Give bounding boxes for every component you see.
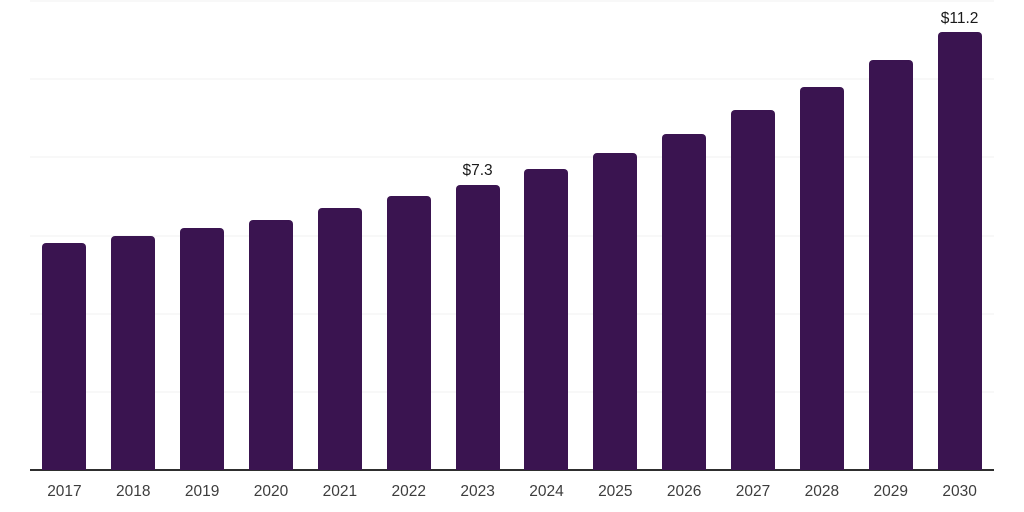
bar-slot-2030: $11.2 [925,1,994,470]
bar-slot-2017 [30,1,99,470]
bar-slot-2020 [237,1,306,470]
bar-2023[interactable] [455,184,500,470]
gridline-10 [30,78,994,80]
bar-2025[interactable] [593,153,638,470]
bar-2030[interactable] [937,32,982,470]
bar-slot-2019 [168,1,237,470]
bar-value-label-2023: $7.3 [462,162,493,180]
gridline-6 [30,235,994,236]
x-tick-label-2022: 2022 [391,483,426,500]
x-tick-label-2025: 2025 [598,483,633,500]
x-tick-label-2028: 2028 [804,483,840,500]
x-tick-label-2020: 2020 [253,483,289,500]
bars-row: $7.3 $11.2 [30,1,994,470]
bar-2017[interactable] [42,243,87,470]
x-tick-label-2023: 2023 [460,483,495,500]
x-tick-label-2021: 2021 [322,483,358,500]
bar-2021[interactable] [317,208,362,470]
x-tick-label-2029: 2029 [873,483,908,500]
bar-slot-2023: $7.3 [443,1,512,470]
x-axis-line [30,469,994,471]
bar-2026[interactable] [662,133,707,470]
bar-value-label-2030: $11.2 [940,9,979,27]
bar-slot-2021 [305,1,374,470]
bar-2024[interactable] [524,169,569,470]
x-axis-labels: 2017 2018 2019 2020 2021 2022 2023 2024 2025 2026… [30,483,994,501]
x-tick-label-2030: 2030 [942,483,977,500]
x-tick-label-2024: 2024 [529,483,564,500]
gridline-2 [30,391,994,393]
bar-slot-2024 [512,1,581,470]
x-tick-label-2019: 2019 [184,483,220,500]
bar-2019[interactable] [180,227,225,470]
bar-slot-2025 [581,1,650,470]
gridline-8 [30,156,994,158]
x-tick-label-2017: 2017 [47,483,82,500]
gridline-4 [30,313,994,315]
plot-area: $7.3 $11.2 [30,0,994,471]
bar-2029[interactable] [868,59,913,470]
bar-slot-2022 [374,1,443,470]
bar-slot-2027 [719,1,788,470]
x-tick-label-2026: 2026 [666,483,702,500]
bar-2028[interactable] [799,86,844,470]
x-tick-label-2018: 2018 [116,483,151,500]
bar-2020[interactable] [249,219,293,470]
bar-slot-2029 [856,1,925,470]
bar-2022[interactable] [386,196,431,470]
bar-2018[interactable] [111,235,156,470]
bar-2027[interactable] [731,110,776,470]
gridline-12 [30,0,994,2]
x-tick-label-2027: 2027 [735,483,771,500]
bar-slot-2028 [787,1,856,470]
bar-slot-2026 [650,1,719,470]
bar-slot-2018 [99,1,168,470]
